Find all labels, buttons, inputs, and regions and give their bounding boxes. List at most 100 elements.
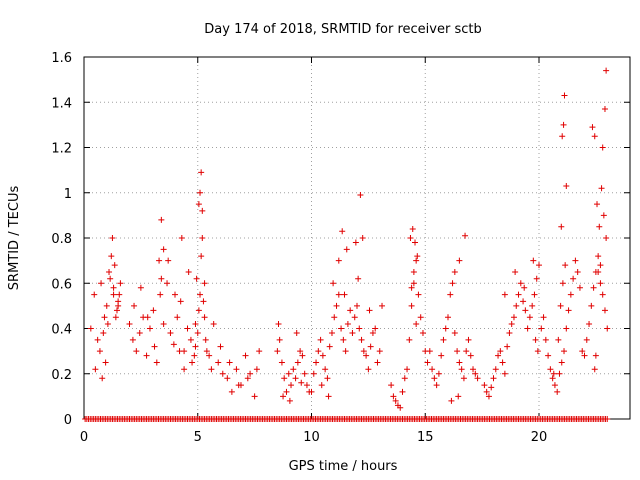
- data-point: [242, 352, 249, 359]
- data-point: [102, 359, 109, 366]
- data-point: [286, 397, 293, 404]
- data-point: [351, 314, 358, 321]
- data-point: [299, 352, 306, 359]
- data-point: [599, 291, 606, 298]
- data-point: [429, 366, 436, 373]
- data-point: [414, 253, 421, 260]
- data-point: [359, 235, 366, 241]
- data-point: [335, 257, 342, 264]
- data-point: [94, 336, 101, 343]
- data-point: [497, 348, 504, 355]
- data-point: [170, 341, 177, 348]
- data-point: [561, 348, 568, 355]
- data-point: [555, 336, 562, 343]
- data-point: [510, 314, 517, 321]
- data-point: [192, 320, 199, 327]
- data-point: [567, 291, 574, 298]
- data-point: [274, 348, 281, 355]
- data-point: [322, 366, 329, 373]
- data-point: [219, 370, 226, 377]
- y-tick-label: 0.4: [51, 323, 72, 338]
- data-point: [512, 268, 519, 275]
- data-point: [116, 291, 123, 298]
- data-point: [181, 366, 188, 373]
- data-point: [521, 284, 528, 291]
- data-point: [201, 280, 208, 287]
- data-point: [158, 275, 165, 282]
- data-point: [592, 352, 599, 359]
- data-point: [501, 291, 508, 298]
- data-point: [601, 307, 608, 314]
- data-point: [328, 330, 335, 337]
- data-point: [522, 307, 529, 314]
- data-point: [131, 302, 138, 309]
- data-point: [572, 257, 579, 264]
- data-point: [358, 336, 365, 343]
- data-point: [338, 325, 345, 332]
- data-point: [172, 291, 178, 298]
- data-point: [177, 298, 184, 305]
- data-point: [343, 246, 350, 253]
- data-point: [107, 275, 114, 282]
- data-point: [499, 359, 506, 366]
- data-point: [513, 302, 520, 309]
- data-point: [153, 359, 160, 366]
- data-point: [419, 330, 426, 337]
- data-point: [508, 320, 515, 327]
- data-point: [558, 359, 565, 366]
- data-point: [283, 388, 290, 395]
- data-point: [526, 314, 533, 321]
- data-point: [117, 280, 124, 287]
- y-tick-label: 1.4: [51, 96, 72, 111]
- data-point: [534, 348, 541, 355]
- y-tick-label: 0.6: [51, 277, 72, 292]
- data-point: [201, 314, 208, 321]
- data-point: [200, 298, 207, 305]
- data-point: [462, 232, 469, 239]
- data-point: [451, 268, 458, 275]
- data-point: [392, 397, 399, 404]
- y-tick-label: 0: [64, 413, 72, 428]
- data-point: [98, 280, 105, 287]
- data-point: [454, 348, 461, 355]
- data-point: [244, 375, 251, 382]
- data-point: [174, 314, 181, 321]
- data-point: [198, 253, 205, 260]
- data-point: [410, 268, 417, 275]
- data-point: [360, 348, 367, 355]
- data-point: [317, 336, 324, 343]
- data-point: [315, 348, 322, 355]
- axis-ticks: [83, 56, 630, 420]
- data-point: [408, 284, 415, 291]
- data-point: [600, 212, 607, 219]
- data-point: [298, 379, 305, 386]
- x-tick-label: 15: [417, 430, 434, 445]
- data-point: [559, 280, 566, 287]
- data-point: [515, 291, 522, 298]
- data-point: [551, 382, 558, 389]
- data-point: [310, 370, 317, 377]
- data-point: [303, 382, 310, 389]
- data-point: [390, 393, 397, 400]
- data-point: [558, 223, 565, 230]
- data-point: [330, 280, 337, 287]
- data-point: [599, 144, 606, 151]
- data-point: [412, 239, 419, 246]
- data-point: [106, 268, 113, 275]
- data-point: [449, 280, 456, 287]
- data-point: [301, 370, 308, 377]
- data-point: [397, 404, 404, 411]
- data-point: [133, 348, 140, 355]
- data-point: [104, 320, 111, 327]
- data-point: [601, 106, 608, 113]
- data-point: [603, 235, 610, 241]
- data-point: [354, 302, 360, 309]
- data-point: [294, 359, 301, 366]
- data-point: [435, 370, 442, 377]
- data-point: [110, 291, 117, 298]
- data-point: [591, 366, 598, 373]
- y-tick-label: 0.2: [51, 368, 72, 383]
- data-point: [288, 382, 295, 389]
- data-point: [129, 336, 136, 343]
- data-point: [563, 325, 570, 332]
